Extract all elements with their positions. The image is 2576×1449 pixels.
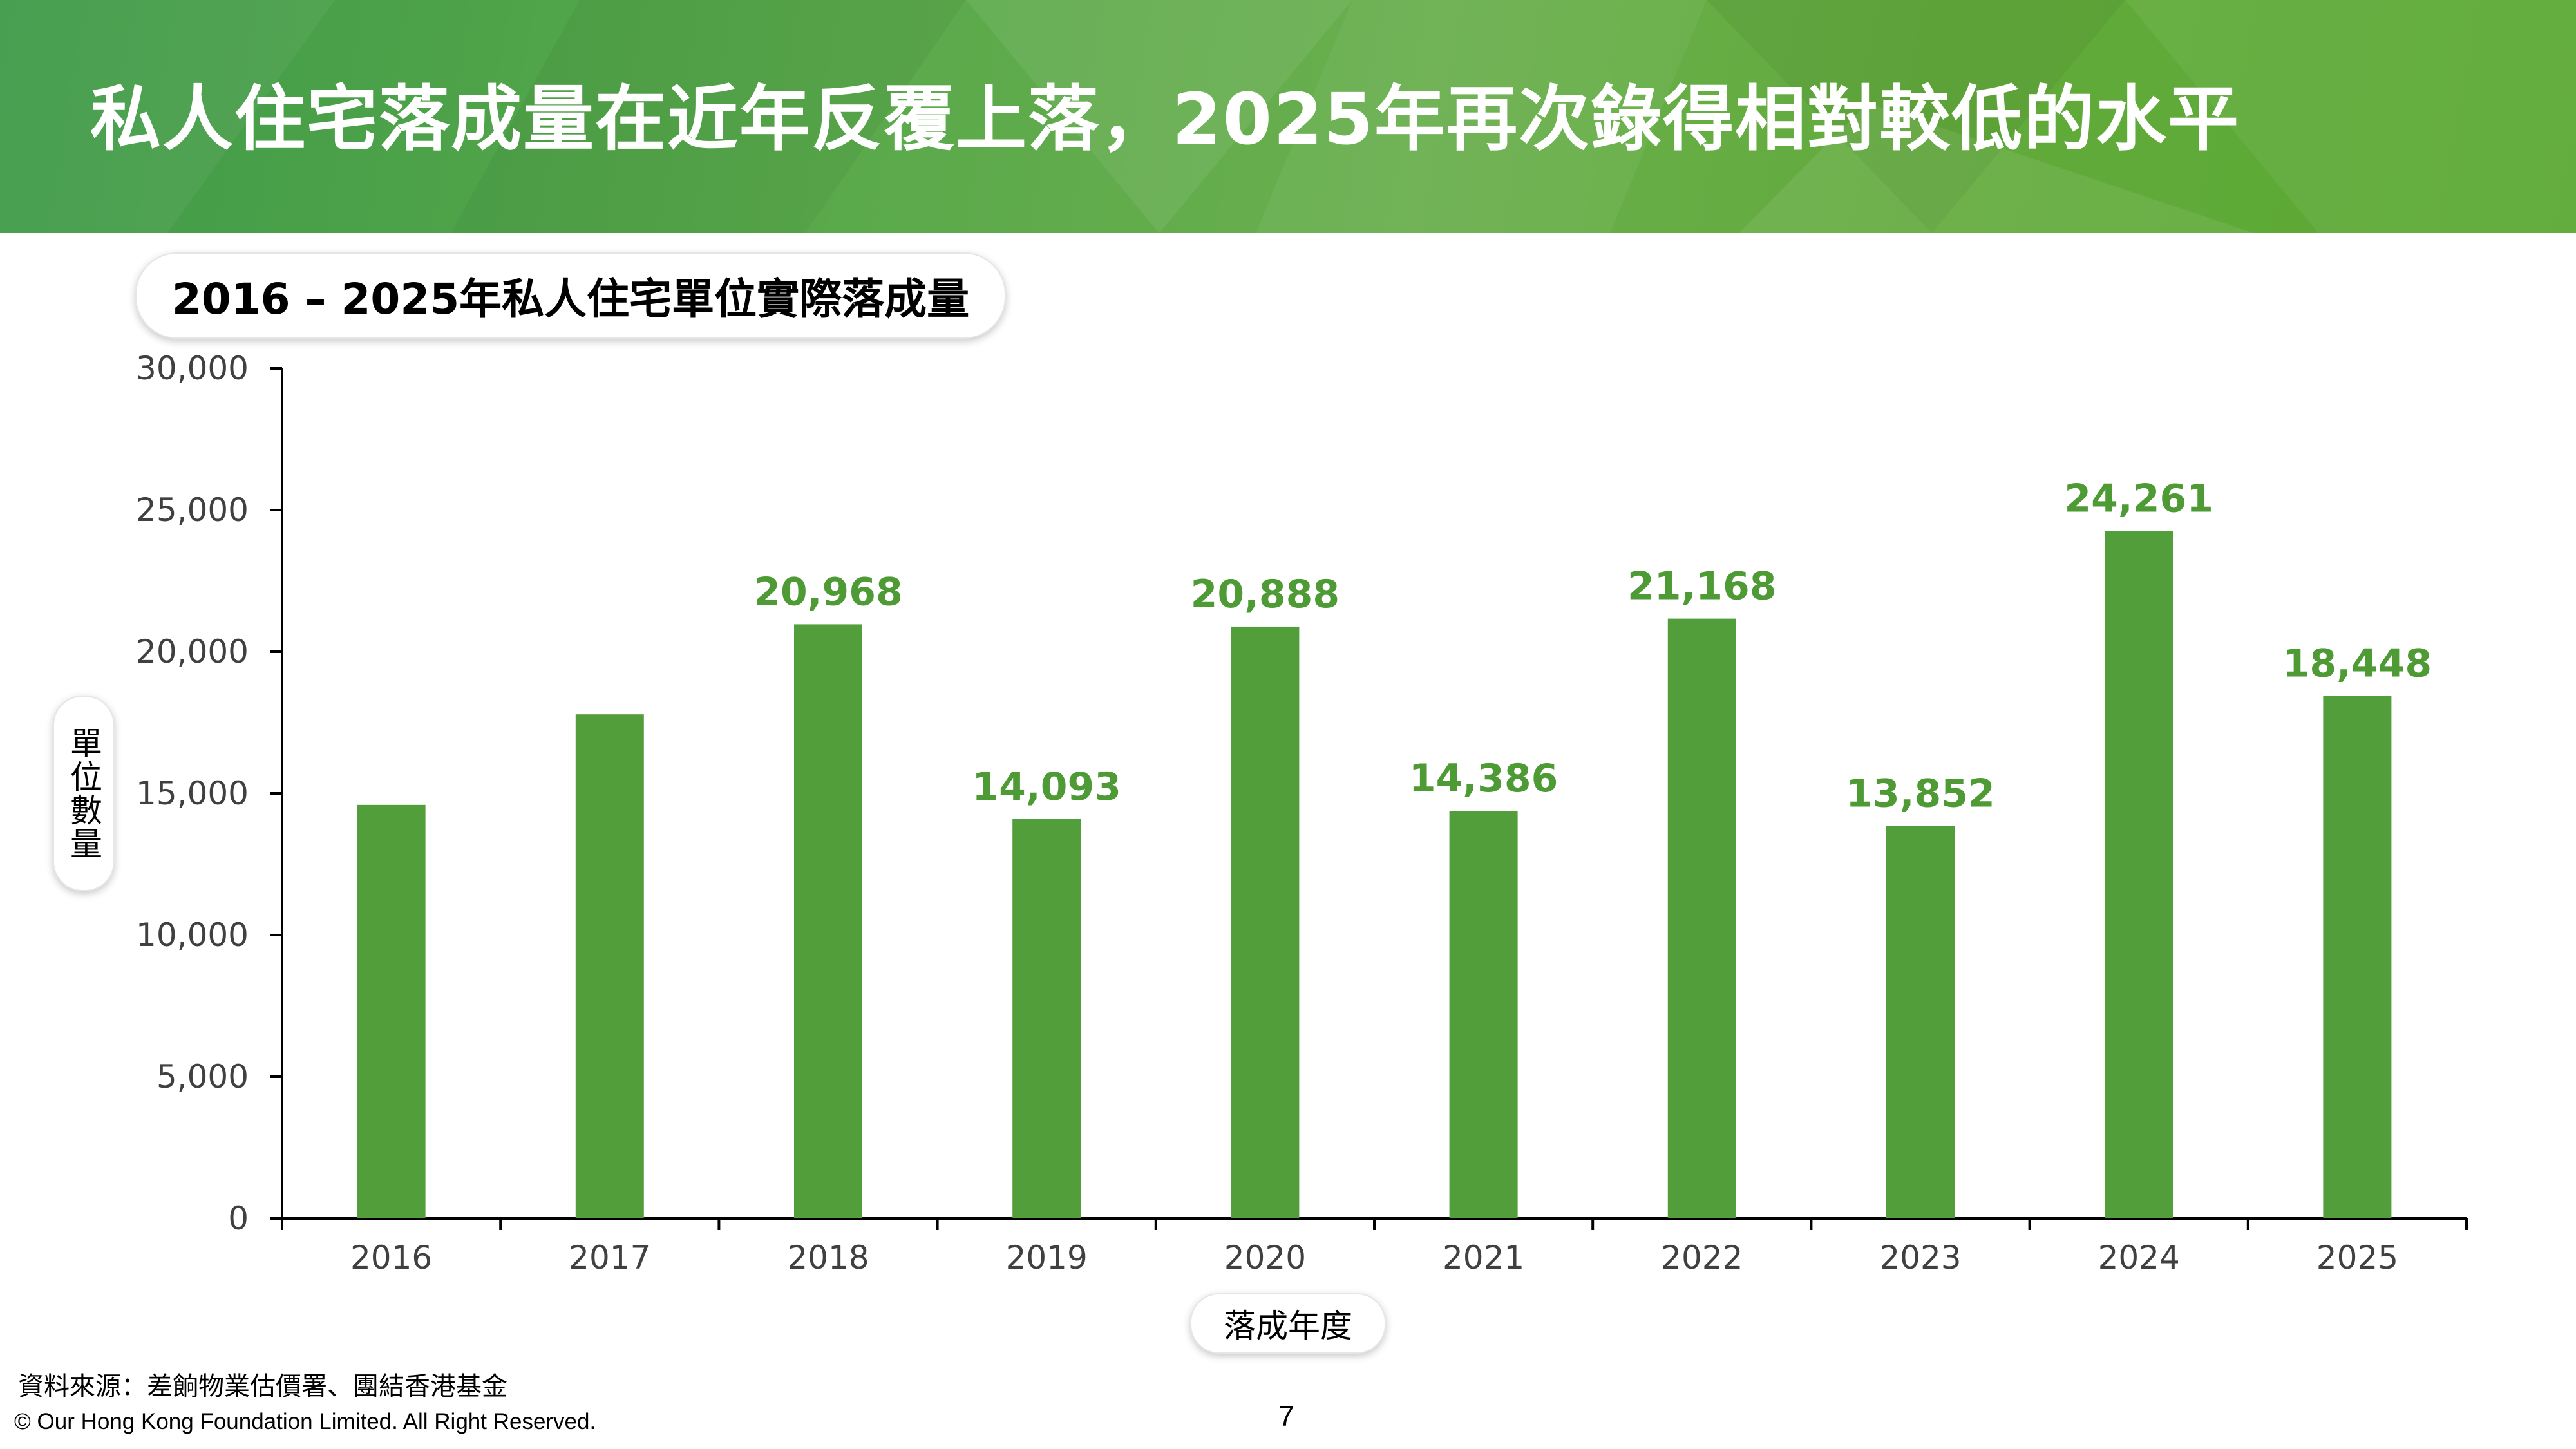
- x-tick-label: 2021: [1443, 1239, 1524, 1276]
- x-tick-label: 2019: [1006, 1239, 1088, 1276]
- bar-2016: [357, 804, 426, 1218]
- y-tick-label: 15,000: [136, 775, 249, 812]
- y-tick-label: 10,000: [136, 916, 249, 954]
- bar-2022: [1667, 618, 1736, 1218]
- data-label: 14,093: [972, 764, 1121, 810]
- chart-title: 2016 – 2025年私人住宅單位實際落成量: [135, 252, 1006, 339]
- x-tick-label: 2016: [350, 1239, 432, 1276]
- data-label: 14,386: [1409, 756, 1558, 801]
- x-tick-label: 2023: [1879, 1239, 1961, 1276]
- y-tick-label: 25,000: [136, 491, 249, 529]
- y-axis-label: 單位數量: [53, 696, 115, 891]
- data-label: 20,968: [753, 569, 903, 614]
- data-label: 13,852: [1846, 772, 1995, 817]
- y-tick-label: 20,000: [136, 633, 249, 670]
- page-number: 7: [1278, 1401, 1294, 1432]
- x-tick-label: 2018: [787, 1239, 869, 1276]
- x-axis-label-text: 落成年度: [1224, 1307, 1352, 1345]
- data-label: 18,448: [2283, 641, 2432, 686]
- bar-2017: [575, 714, 644, 1218]
- x-tick-label: 2020: [1224, 1239, 1306, 1276]
- data-label: 24,261: [2064, 477, 2213, 522]
- y-tick-label: 0: [228, 1200, 249, 1237]
- x-tick-label: 2025: [2316, 1239, 2398, 1276]
- x-tick-label: 2024: [2098, 1239, 2180, 1276]
- data-label: 21,168: [1627, 564, 1777, 609]
- bar-2019: [1012, 819, 1081, 1218]
- bar-2024: [2105, 531, 2174, 1218]
- x-tick-label: 2017: [569, 1239, 650, 1276]
- bar-2025: [2323, 696, 2392, 1218]
- copyright-notice: © Our Hong Kong Foundation Limited. All …: [14, 1409, 596, 1434]
- y-tick-label: 30,000: [136, 350, 249, 387]
- page-title: 私人住宅落成量在近年反覆上落，2025年再次錄得相對較低的水平: [90, 78, 2240, 160]
- chart-title-text: 2016 – 2025年私人住宅單位實際落成量: [171, 274, 970, 324]
- data-label: 20,888: [1191, 572, 1340, 617]
- bar-2023: [1886, 826, 1955, 1218]
- bar-2021: [1449, 811, 1518, 1218]
- y-tick-label: 5,000: [156, 1058, 249, 1095]
- y-axis-label-text: 單位數量: [65, 726, 102, 860]
- bar-2018: [794, 624, 862, 1218]
- source-note: 資料來源：差餉物業估價署、團結香港基金: [18, 1372, 507, 1401]
- bar-2020: [1231, 626, 1300, 1218]
- x-axis-label: 落成年度: [1190, 1293, 1386, 1354]
- header-banner: 私人住宅落成量在近年反覆上落，2025年再次錄得相對較低的水平: [0, 0, 2576, 233]
- x-tick-label: 2022: [1661, 1239, 1743, 1276]
- header-background-pattern: [0, 0, 2576, 233]
